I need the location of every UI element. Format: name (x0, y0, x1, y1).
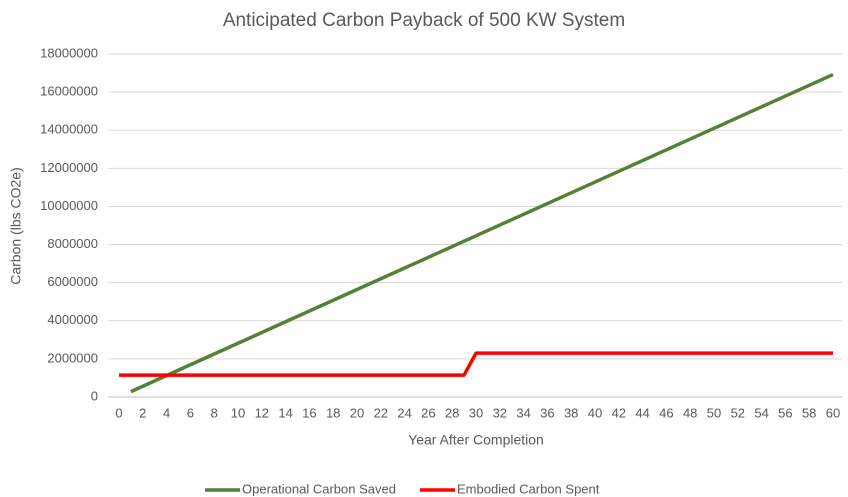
y-tick-label: 14000000 (40, 122, 98, 137)
x-tick-label: 60 (826, 405, 840, 420)
x-tick-label: 10 (231, 405, 245, 420)
x-tick-label: 18 (326, 405, 340, 420)
x-tick-label: 58 (802, 405, 816, 420)
y-tick-label: 12000000 (40, 160, 98, 175)
x-tick-label: 28 (445, 405, 459, 420)
y-axis-title: Carbon (lbs CO2e) (8, 167, 24, 285)
x-tick-label: 32 (493, 405, 507, 420)
x-tick-label: 12 (255, 405, 269, 420)
x-tick-label: 36 (540, 405, 554, 420)
x-tick-label: 48 (683, 405, 697, 420)
series-line (130, 72, 834, 394)
x-tick-label: 40 (588, 405, 602, 420)
legend-label: Operational Carbon Saved (242, 481, 396, 496)
x-tick-label: 52 (731, 405, 745, 420)
y-tick-label: 4000000 (47, 312, 98, 327)
x-tick-label: 50 (707, 405, 721, 420)
y-tick-label: 8000000 (47, 236, 98, 251)
x-tick-label: 34 (516, 405, 530, 420)
x-tick-label: 46 (659, 405, 673, 420)
x-tick-label: 24 (397, 405, 411, 420)
x-tick-label: 4 (163, 405, 170, 420)
x-tick-label: 38 (564, 405, 578, 420)
y-tick-label: 18000000 (40, 45, 98, 60)
x-tick-label: 54 (754, 405, 768, 420)
y-tick-label: 0 (91, 388, 98, 403)
x-tick-label: 16 (302, 405, 316, 420)
x-tick-label: 0 (115, 405, 122, 420)
chart-title: Anticipated Carbon Payback of 500 KW Sys… (223, 10, 625, 31)
y-tick-label: 2000000 (47, 350, 98, 365)
x-tick-label: 2 (139, 405, 146, 420)
legend-label: Embodied Carbon Spent (457, 481, 600, 496)
x-tick-label: 44 (635, 405, 649, 420)
y-tick-label: 16000000 (40, 84, 98, 99)
x-tick-label: 8 (211, 405, 218, 420)
x-tick-label: 22 (374, 405, 388, 420)
x-tick-label: 6 (187, 405, 194, 420)
x-tick-label: 14 (278, 405, 292, 420)
x-tick-label: 42 (612, 405, 626, 420)
x-tick-label: 20 (350, 405, 364, 420)
x-tick-label: 30 (469, 405, 483, 420)
x-tick-label: 26 (421, 405, 435, 420)
x-axis-title: Year After Completion (408, 432, 544, 448)
y-tick-label: 6000000 (47, 274, 98, 289)
y-tick-label: 10000000 (40, 198, 98, 213)
series-line (119, 351, 833, 377)
x-tick-label: 56 (778, 405, 792, 420)
